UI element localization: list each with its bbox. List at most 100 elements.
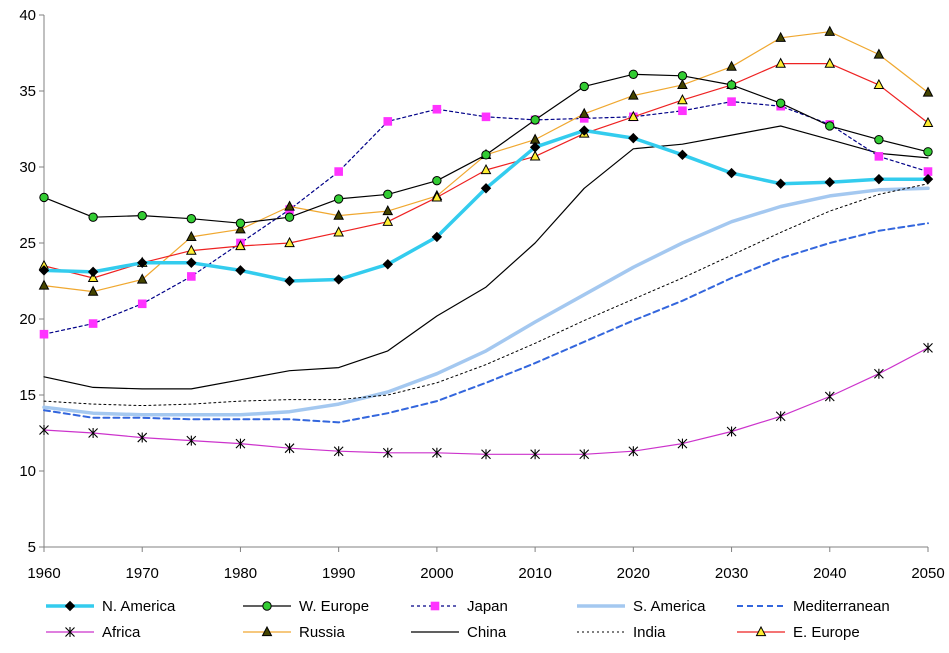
series-n-america-marker — [775, 178, 786, 189]
series-e-europe-marker — [235, 239, 246, 251]
series-n-america-marker — [38, 265, 50, 276]
series-lines — [38, 25, 934, 460]
x-tick-label: 2030 — [715, 565, 748, 582]
series-n-america-marker — [333, 274, 344, 285]
series-e-europe-marker — [284, 236, 295, 248]
series-japan-marker — [39, 329, 49, 339]
series-africa-marker — [874, 368, 884, 379]
legend-item-mediterranean-label: Mediterranean — [793, 598, 890, 615]
series-e-europe-marker — [333, 226, 344, 237]
series-africa-marker — [628, 446, 639, 457]
series-africa-marker — [726, 426, 737, 437]
series-n-america-marker — [284, 275, 295, 287]
legend-item-japan: Japan — [411, 598, 508, 615]
series-india-line — [43, 183, 929, 407]
series-russia-marker — [38, 279, 50, 290]
series-china-line — [43, 125, 929, 390]
series-russia-marker — [578, 107, 590, 118]
series-n-america-marker — [628, 132, 639, 144]
series-russia-marker — [382, 205, 394, 216]
legend-item-japan-label: Japan — [467, 598, 508, 615]
legend-item-w-europe-marker — [262, 601, 272, 611]
x-tick-label: 2050 — [911, 565, 944, 582]
legend-item-s-america: S. America — [577, 598, 706, 615]
legend-item-n-america-label: N. America — [102, 598, 176, 615]
series-w-europe-marker — [432, 175, 442, 186]
series-w-europe-marker — [383, 189, 393, 200]
series-e-europe-marker — [186, 244, 197, 255]
legend-item-africa: Africa — [46, 624, 141, 641]
series-n-america-marker — [137, 257, 148, 268]
series-w-europe-marker — [677, 71, 688, 81]
series-w-europe-marker — [628, 69, 639, 79]
series-russia-marker — [284, 200, 295, 211]
series-w-europe-marker — [874, 134, 884, 145]
y-tick-label: 20 — [19, 311, 36, 328]
series-e-europe — [38, 57, 934, 283]
legend-item-n-america-marker — [64, 600, 76, 612]
series-china — [43, 125, 929, 390]
series-w-europe-marker — [235, 218, 246, 228]
series-e-europe-marker — [677, 94, 688, 105]
series-africa-marker — [824, 391, 835, 402]
series-n-america-marker — [235, 265, 246, 276]
series-s-america-line — [42, 186, 930, 417]
series-w-europe-marker — [137, 210, 147, 221]
series-w-europe-marker — [825, 121, 835, 131]
x-tick-label: 2010 — [518, 565, 551, 582]
y-tick-label: 40 — [19, 7, 36, 24]
x-tick-label: 1980 — [224, 565, 257, 582]
y-tick-label: 15 — [19, 387, 36, 404]
legend-item-w-europe-label: W. Europe — [299, 598, 369, 615]
series-africa-marker — [481, 449, 491, 460]
series-russia-marker — [186, 230, 197, 242]
series-russia-marker — [922, 86, 934, 97]
series-russia-marker — [136, 273, 148, 284]
series-n-america-marker — [87, 266, 99, 278]
series-japan-marker — [383, 117, 393, 126]
series-africa-marker — [333, 446, 344, 457]
legend-item-india-label: India — [633, 624, 666, 641]
series-africa-marker — [39, 424, 49, 435]
series-japan-marker — [88, 319, 98, 328]
series-japan-marker — [432, 104, 442, 114]
series-n-america-marker — [382, 259, 393, 270]
legend-item-e-europe-label: E. Europe — [793, 624, 860, 641]
series-russia-marker — [775, 31, 786, 42]
series-e-europe-marker — [824, 57, 836, 68]
legend-item-china: China — [411, 624, 507, 641]
series-japan-marker — [187, 272, 196, 281]
y-tick-label: 25 — [19, 235, 36, 252]
x-tick-label: 1960 — [27, 565, 60, 582]
series-africa-marker — [923, 342, 933, 353]
legend-item-e-europe: E. Europe — [737, 624, 860, 641]
series-w-europe-marker — [186, 213, 197, 224]
series-russia-marker — [726, 60, 737, 71]
legend-item-china-label: China — [467, 624, 507, 641]
legend-item-africa-marker — [65, 627, 75, 637]
series-africa-marker — [137, 432, 148, 443]
legend-item-india: India — [577, 624, 666, 641]
series-w-europe-marker — [775, 98, 786, 108]
x-tick-label: 2000 — [420, 565, 453, 582]
series-africa-marker — [284, 443, 295, 454]
y-tick-label: 35 — [19, 83, 36, 100]
series-japan-marker — [727, 97, 736, 106]
series-russia-marker — [235, 223, 246, 234]
series-e-europe-marker — [529, 150, 541, 161]
series-russia-marker — [824, 25, 836, 36]
legend-item-e-europe-marker — [755, 625, 767, 637]
legend-item-w-europe: W. Europe — [243, 598, 369, 615]
legend-item-mediterranean: Mediterranean — [737, 598, 890, 615]
series-w-europe-marker — [923, 147, 933, 157]
series-e-europe-marker — [873, 78, 885, 90]
legend-item-n-america: N. America — [46, 598, 176, 615]
series-africa-line — [43, 347, 929, 455]
series-russia-marker — [873, 48, 885, 59]
legend-item-russia: Russia — [243, 624, 346, 641]
series-india — [43, 183, 929, 407]
series-w-europe-marker — [284, 212, 295, 222]
series-e-europe-marker — [922, 116, 934, 128]
